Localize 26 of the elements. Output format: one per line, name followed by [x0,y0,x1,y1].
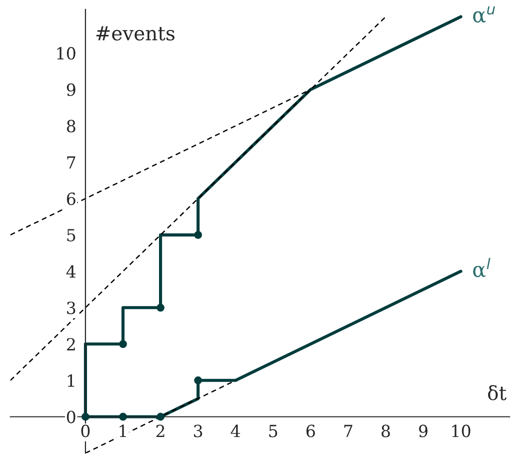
y-tick-label: 8 [66,120,76,132]
x-tick-label: 6 [306,424,315,438]
y-tick-label: 2 [66,338,75,350]
y-tick-label: 4 [66,265,76,278]
x-tick-label: 5 [269,424,278,438]
y-tick-label: 7 [67,156,76,169]
y-tick-label: 10 [57,47,76,60]
x-tick-label: 8 [382,424,390,438]
x-tick-label: 10 [452,424,470,438]
x-tick-label: 2 [156,424,164,438]
x-tick-label: 9 [419,424,428,438]
x-axis-title: δt [488,385,506,400]
series-label: α$^{l}$ [473,258,490,278]
y-tick-label: 6 [66,192,76,206]
x-tick-label: 4 [230,424,240,438]
y-tick-label: 5 [67,229,76,242]
x-tick-label: 1 [120,424,126,438]
series-label: α$^{u}$ [473,6,495,23]
y-tick-label: 1 [68,374,74,387]
y-tick-label: 0 [66,410,76,424]
y-axis-title: #events [96,26,174,41]
x-tick-label: 3 [194,424,202,438]
y-tick-label: 9 [66,83,76,96]
y-tick-label: 3 [67,302,76,314]
x-tick-label: 7 [344,424,352,438]
x-tick-label: 0 [81,424,90,438]
